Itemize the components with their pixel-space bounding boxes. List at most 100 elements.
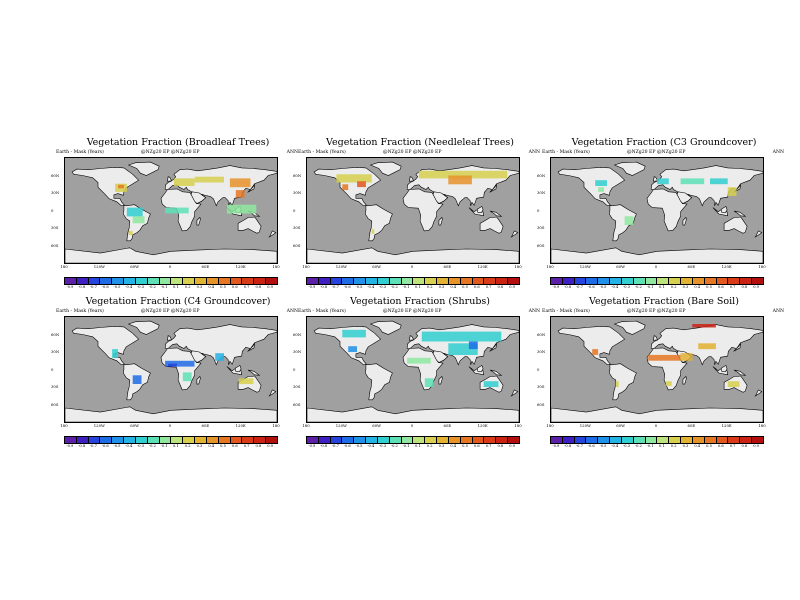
colorbar-swatch [508, 437, 519, 443]
land-mass [613, 161, 646, 176]
map-canvas [65, 317, 277, 422]
land-mass [364, 363, 393, 401]
world-map [306, 316, 520, 423]
vegetation-fraction-cell [229, 178, 251, 188]
colorbar-tick-label: 0.4 [450, 285, 457, 289]
colorbar-swatch [633, 437, 646, 443]
longitude-tick-label: 120E [721, 423, 732, 428]
land-mass [489, 369, 503, 376]
colorbar-tick-label: -0.5 [113, 444, 121, 448]
colorbar-swatch [752, 437, 763, 443]
colorbar-tick-label: -0.6 [587, 285, 595, 289]
colorbar-swatch [307, 278, 319, 284]
colorbar-tick-label: -0.2 [148, 285, 156, 289]
land-mass [247, 184, 255, 193]
colorbar-swatch [401, 278, 414, 284]
colorbar-tick-label: 0.9 [267, 444, 273, 448]
vegetation-fraction-cell [235, 190, 245, 198]
colorbar-swatch [366, 278, 378, 284]
land-mass [720, 205, 728, 214]
colorbar-swatch [254, 437, 267, 443]
colorbar-tick-label: -0.3 [137, 285, 145, 289]
colorbar-tick-label: 0.3 [196, 444, 203, 448]
vegetation-fraction-cell [424, 378, 434, 387]
colorbar-labels: -0.9 -0.8 -0.7 -0.6 -0.5 -0.4 -0.3 -0.2 -0.1 0.1 0… [64, 444, 276, 450]
colorbar-swatch [740, 278, 753, 284]
colorbar-swatch [562, 278, 575, 284]
map-canvas [551, 317, 763, 422]
land-mass [307, 247, 519, 263]
colorbar-swatch [728, 278, 741, 284]
longitude-tick-label: 0 [654, 423, 658, 428]
colorbar-swatch [610, 437, 622, 443]
colorbar-swatch [183, 437, 196, 443]
right-subtitle: ANN [772, 309, 784, 314]
colorbar-tick-label: 0.5 [462, 444, 468, 448]
colorbar-tick-label: 0.5 [220, 444, 226, 448]
colorbar-tick-label: -0.3 [623, 285, 631, 289]
colorbar-swatch [195, 437, 207, 443]
panel-title: Vegetation Fraction (C4 Groundcover) [85, 296, 271, 307]
colorbar-tick-label: -0.7 [331, 285, 339, 289]
latitude-tick-label: 30S [51, 384, 59, 389]
land-mass [190, 191, 207, 204]
colorbar-tick-label: 0.6 [231, 444, 238, 448]
colorbar-tick-label: 0.3 [682, 285, 689, 289]
colorbar-tick-label: -0.8 [78, 285, 86, 289]
map-panel: Vegetation Fraction (Broadleaf Trees) Ear… [51, 137, 302, 297]
latitude-tick-label: 0 [293, 366, 296, 372]
colorbar-tick-label: 0.2 [184, 444, 191, 448]
colorbar-swatch [124, 437, 136, 443]
land-mass [196, 375, 201, 385]
vegetation-fraction-cell [418, 170, 508, 179]
vegetation-fraction-cell [168, 363, 177, 367]
colorbar-tick-label: 0.9 [509, 444, 515, 448]
colorbar-swatch [716, 437, 729, 443]
latitude-tick-label: 30N [293, 190, 302, 195]
latitude-tick-label: 0 [537, 207, 540, 213]
colorbar-tick-label: 0.6 [473, 444, 480, 448]
land-mass [613, 320, 646, 335]
colorbar-tick-label: 0.7 [485, 444, 492, 448]
land-mass [127, 161, 160, 176]
center-subtitle: @NZg20 EP @NZg20 EP [627, 150, 686, 155]
latitude-tick-label: 60S [293, 242, 301, 248]
vegetation-fraction-cell [624, 216, 634, 225]
longitude-tick-label: 180 [758, 423, 766, 428]
vegetation-fraction-cell [680, 353, 693, 361]
colorbar-swatch [645, 437, 658, 443]
center-subtitle: @NZg20 EP @NZg20 EP [141, 150, 200, 155]
colorbar-swatch [206, 437, 219, 443]
colorbar-tick-label: 0.5 [706, 444, 712, 448]
latitude-tick-label: 60N [51, 331, 60, 337]
longitude-tick-label: 60E [687, 423, 696, 428]
colorbar-swatch [195, 278, 207, 284]
longitude-tick-label: 180 [302, 264, 310, 269]
vegetation-fraction-cell [598, 187, 604, 192]
land-mass [608, 363, 637, 401]
land-mass [682, 216, 687, 226]
colorbar-swatch [218, 437, 231, 443]
colorbar-tick-label: 0.3 [438, 285, 445, 289]
colorbar-labels: -0.9 -0.8 -0.7 -0.6 -0.5 -0.4 -0.3 -0.2 -0.1 0.1 0… [64, 285, 276, 291]
colorbar-tick-label: -0.2 [390, 444, 398, 448]
land-mass [247, 343, 255, 352]
colorbar-tick-label: 0.1 [415, 444, 421, 448]
land-mass [720, 364, 728, 373]
colorbar-tick-label: -0.4 [125, 444, 133, 448]
colorbar-tick-label: -0.4 [367, 444, 375, 448]
colorbar-tick-label: -0.5 [355, 444, 363, 448]
vegetation-fraction-cell [336, 174, 372, 183]
latitude-tick-label: 30N [537, 349, 546, 354]
land-mass [307, 406, 519, 422]
colorbar-tick-label: 0.8 [255, 444, 262, 448]
longitude-tick-label: 60E [443, 423, 452, 428]
colorbar-swatch [389, 278, 402, 284]
colorbar-swatch [657, 278, 670, 284]
land-mass [65, 247, 277, 263]
vegetation-fraction-cell [348, 346, 357, 352]
colorbar-swatch [448, 437, 461, 443]
colorbar-swatch [266, 437, 277, 443]
colorbar-swatch [633, 278, 646, 284]
colorbar-swatch [562, 437, 575, 443]
